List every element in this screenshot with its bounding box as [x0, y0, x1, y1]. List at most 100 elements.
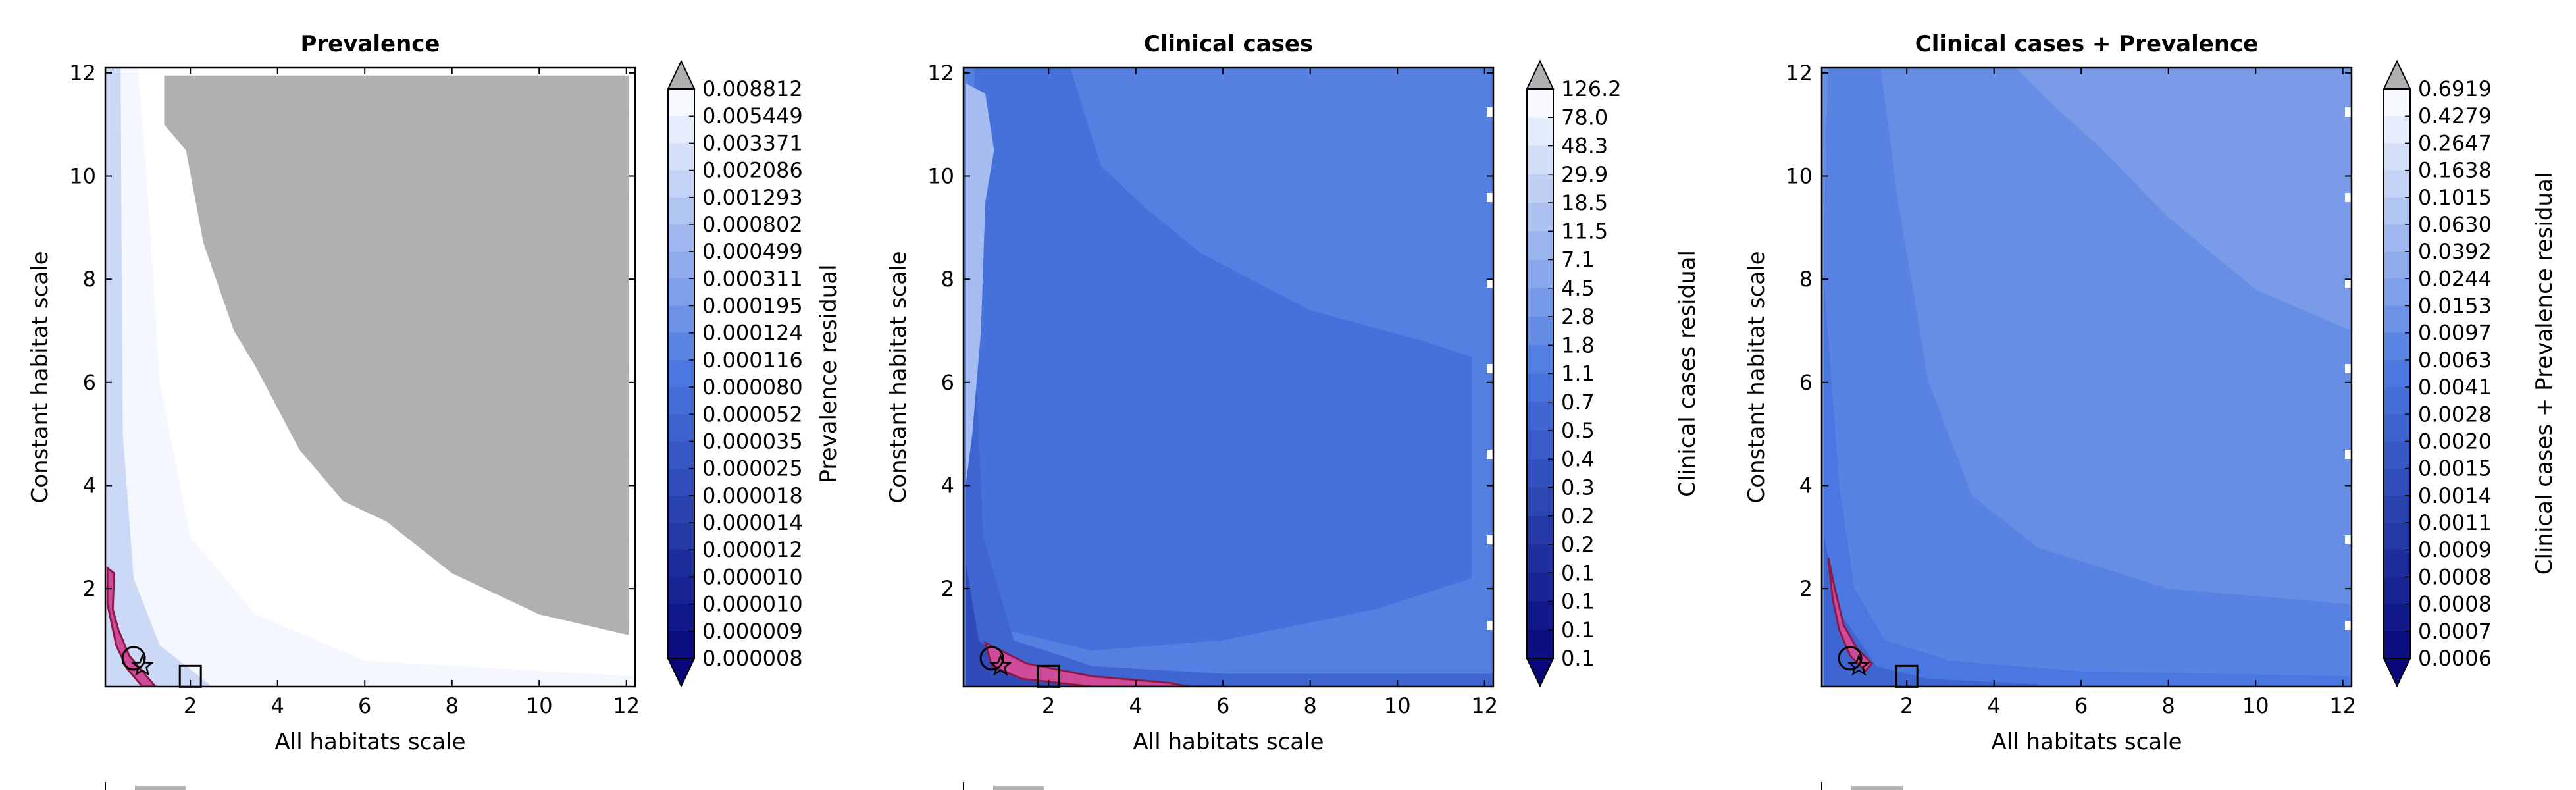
colorbar-tick-label: 1.8 — [1561, 332, 1595, 357]
blank-cell — [2345, 107, 2352, 117]
colorbar-segment — [668, 278, 694, 307]
colorbar-tick-label: 0.4 — [1561, 446, 1595, 471]
heatmap-band — [164, 75, 629, 635]
colorbar-tick-label: 0.2647 — [2418, 130, 2492, 155]
colorbar-segment — [2384, 359, 2410, 388]
colorbar-tick-label: 0.0014 — [2418, 483, 2492, 508]
colorbar-segment — [668, 468, 694, 496]
y-tick-label: 8 — [941, 267, 954, 292]
x-tick-label: 10 — [1384, 693, 1411, 718]
colorbar-segment — [1527, 544, 1553, 573]
colorbar-frame — [2383, 88, 2411, 659]
chart-title: Clinical cases + Prevalence — [1915, 31, 2259, 57]
blank-cell — [2345, 535, 2352, 544]
colorbar-tick-label: 0.000124 — [702, 321, 803, 346]
colorbar-segment — [668, 89, 694, 117]
colorbar-segment — [1527, 288, 1553, 317]
colorbar-segment — [668, 224, 694, 252]
colorbar-tick-label: 0.1638 — [2418, 158, 2492, 183]
colorbar-tick-label: 0.1 — [1561, 618, 1595, 643]
colorbar-tick-label: 0.000311 — [702, 266, 803, 291]
chart-title: Clinical cases — [1144, 31, 1313, 57]
heatmap-fill — [1822, 68, 2352, 687]
circle-marker — [1838, 646, 1863, 671]
colorbar-tick-label: 0.000018 — [702, 483, 803, 508]
heatmap-band — [1824, 68, 2352, 687]
colorbar-segment — [1527, 373, 1553, 403]
colorbar-segment — [668, 170, 694, 198]
y-tick-label: 12 — [927, 61, 954, 86]
colorbar-tick-label: 7.1 — [1561, 248, 1595, 273]
blank-cell — [629, 535, 635, 544]
y-tick-label: 4 — [941, 473, 954, 498]
blank-cell — [2345, 450, 2352, 459]
blank-cell — [629, 193, 635, 202]
colorbar-tick-label: 0.000009 — [702, 619, 803, 644]
colorbar-segment — [2384, 197, 2410, 225]
colorbar-tick-label: 0.000080 — [702, 375, 803, 400]
colorbar-tick-label: 0.0020 — [2418, 429, 2492, 454]
star-marker — [1847, 654, 1870, 676]
x-tick-label: 6 — [358, 693, 371, 718]
colorbar-segment — [668, 305, 694, 334]
colorbar-tick-label: 0.000010 — [702, 564, 803, 589]
clinical-cases-panel: 2 4 6 8 10 12 2 4 6 8 10 12 Clinical cases All habita… — [885, 31, 1701, 790]
colorbar-extend-bottom — [1526, 658, 1555, 688]
colorbar-segment — [1527, 89, 1553, 118]
colorbar-segment — [1527, 259, 1553, 289]
colorbar-tick-label: 0.000014 — [702, 510, 803, 535]
colorbar-segment — [2384, 523, 2410, 550]
colorbar-segment — [1527, 431, 1553, 460]
colorbar-extend-top — [1526, 59, 1555, 90]
colorbar-segment — [668, 523, 694, 550]
colorbar-label: Clinical cases residual — [1674, 250, 1701, 497]
colorbar-tick-label: 0.0041 — [2418, 375, 2492, 400]
blank-cell — [2345, 364, 2352, 373]
colorbar-tick-label: 2.8 — [1561, 304, 1595, 329]
colorbar-tick-label: 0.000052 — [702, 402, 803, 427]
colorbar-tick-label: 1.1 — [1561, 361, 1595, 386]
colorbar-segment — [1527, 629, 1553, 659]
colorbar-tick-label: 0.6919 — [2418, 76, 2492, 101]
x-tick-label: 10 — [526, 693, 553, 718]
colorbar-segment — [668, 197, 694, 225]
colorbar-tick-label: 0.000802 — [702, 212, 803, 237]
y-tick-label: 4 — [1799, 473, 1813, 498]
y-tick-label: 8 — [1799, 267, 1813, 292]
best-fit-contour — [1827, 557, 1874, 673]
x-tick-label: 2 — [184, 693, 197, 718]
colorbar-segment — [668, 251, 694, 279]
y-tick-label: 12 — [69, 61, 96, 86]
colorbar-segment — [668, 495, 694, 523]
blank-cell — [629, 107, 635, 117]
colorbar-tick-label: 0.7 — [1561, 390, 1595, 415]
colorbar-segment — [2384, 468, 2410, 496]
heatmap-band — [1824, 279, 2352, 687]
prevalence-panel: 2 4 6 8 10 12 2 4 6 8 10 12 Prevalence All habitats s… — [27, 31, 842, 790]
colorbar-tick-label: 0.000008 — [702, 646, 803, 671]
colorbar-tick-label: 0.0097 — [2418, 321, 2492, 346]
x-axis-label: All habitats scale — [1992, 729, 2182, 755]
colorbar-tick-label: 0.0063 — [2418, 348, 2492, 373]
colorbar-tick-label: 0.0007 — [2418, 619, 2492, 644]
colorbar-tick-label: 0.0153 — [2418, 294, 2492, 319]
circle-marker — [121, 646, 146, 671]
colorbar-segment — [1527, 231, 1553, 261]
colorbar-tick-label: 0.001293 — [702, 185, 803, 210]
colorbar-tick-label: 0.3 — [1561, 475, 1595, 500]
colorbar-segment — [1527, 573, 1553, 602]
y-tick-label: 6 — [1799, 370, 1813, 395]
colorbar-segment — [2384, 550, 2410, 578]
legend-swatch-edge — [135, 786, 186, 790]
colorbar-tick-label: 0.000116 — [702, 348, 803, 373]
colorbar-label: Clinical cases + Prevalence residual — [2531, 172, 2558, 575]
blank-cell — [2345, 193, 2352, 202]
colorbar-segment — [2384, 414, 2410, 442]
colorbar-extend-top — [667, 59, 696, 90]
colorbar-tick-label: 29.9 — [1561, 162, 1608, 187]
heatmap-band — [966, 279, 1493, 687]
heatmap-band — [1824, 537, 2038, 687]
colorbar-tick-label: 0.005449 — [702, 103, 803, 128]
colorbar-segment — [2384, 251, 2410, 279]
